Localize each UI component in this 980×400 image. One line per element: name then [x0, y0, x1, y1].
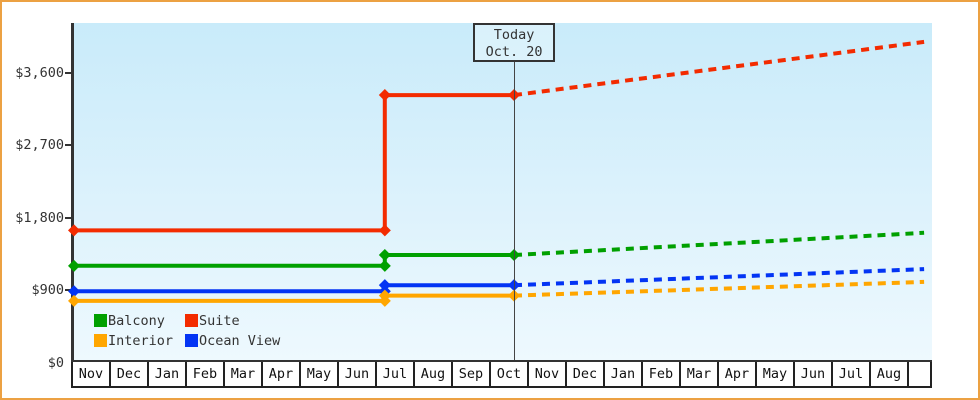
month-cell: Nov — [527, 362, 565, 386]
legend-item-ocean-view: Ocean View — [185, 332, 281, 349]
month-cell: Oct — [489, 362, 527, 386]
legend-label: Interior — [108, 332, 174, 349]
month-cell: Dec — [565, 362, 603, 386]
data-point-marker — [68, 259, 80, 272]
month-cell: Apr — [717, 362, 755, 386]
y-tick-mark — [65, 71, 72, 74]
y-tick-mark — [65, 216, 72, 219]
month-cell: Sep — [451, 362, 489, 386]
series-forecast-suite — [513, 39, 925, 98]
y-axis-line — [71, 23, 74, 362]
y-tick-label: $3,600 — [15, 64, 64, 81]
y-tick-label: $1,800 — [15, 209, 64, 226]
month-cell: Jun — [337, 362, 375, 386]
month-cell: May — [755, 362, 793, 386]
month-cell: Jan — [147, 362, 185, 386]
month-cell: Mar — [223, 362, 261, 386]
series-line-ocean-view — [74, 283, 514, 294]
month-cell-empty — [907, 362, 932, 386]
month-cell: Dec — [109, 362, 147, 386]
x-axis-month-row: Nov Dec Jan Feb Mar Apr May Jun Jul Aug Sep Oct Nov D… — [71, 360, 932, 388]
legend: Balcony Suite Interior Ocean View — [94, 312, 281, 349]
legend-item-suite: Suite — [185, 312, 280, 329]
month-cell: Feb — [185, 362, 223, 386]
data-point-marker — [68, 224, 80, 237]
y-tick-label: $2,700 — [15, 137, 64, 153]
legend-swatch-icon — [185, 314, 198, 327]
legend-swatch-icon — [94, 314, 107, 327]
month-cell: Jan — [603, 362, 641, 386]
month-cell: Aug — [869, 362, 907, 386]
plot-area — [74, 23, 932, 361]
series-forecast-ocean-view — [513, 267, 925, 288]
series-forecast-balcony — [513, 230, 925, 257]
series-line-interior — [74, 293, 514, 303]
month-cell: Jun — [793, 362, 831, 386]
data-point-marker — [378, 279, 391, 292]
data-point-marker — [68, 294, 80, 307]
legend-swatch-icon — [94, 334, 107, 347]
series-line-suite — [74, 93, 514, 233]
chart-series-canvas — [68, 39, 925, 307]
legend-label: Suite — [199, 312, 240, 329]
month-cell: Aug — [413, 362, 451, 386]
y-tick-label: $0 — [47, 354, 64, 371]
legend-label: Ocean View — [199, 332, 281, 349]
data-point-marker — [68, 285, 80, 298]
series-line-balcony — [74, 253, 514, 268]
today-label-line1: Today — [493, 27, 535, 43]
y-tick-label: $900 — [31, 282, 64, 298]
y-tick-mark — [65, 289, 72, 291]
month-cell: Jul — [375, 362, 413, 386]
today-label-box: Today Oct. 20 — [473, 23, 556, 62]
month-cell: May — [299, 362, 337, 386]
data-point-marker — [378, 89, 391, 102]
series-forecast-interior — [513, 279, 925, 298]
month-cell: Jul — [831, 362, 869, 386]
legend-swatch-icon — [185, 334, 198, 347]
legend-label: Balcony — [108, 312, 165, 329]
data-point-marker — [378, 289, 391, 302]
month-cell: Feb — [641, 362, 679, 386]
y-tick-mark — [65, 144, 72, 146]
data-point-marker — [378, 224, 391, 237]
month-cell: Nov — [71, 362, 109, 386]
data-point-marker — [378, 248, 391, 261]
today-vertical-line — [513, 62, 515, 361]
month-cell: Apr — [261, 362, 299, 386]
legend-item-interior: Interior — [94, 332, 185, 349]
legend-item-balcony: Balcony — [94, 312, 185, 329]
data-point-marker — [378, 259, 391, 272]
today-label-line2: Oct. 20 — [485, 44, 543, 60]
month-cell: Mar — [679, 362, 717, 386]
